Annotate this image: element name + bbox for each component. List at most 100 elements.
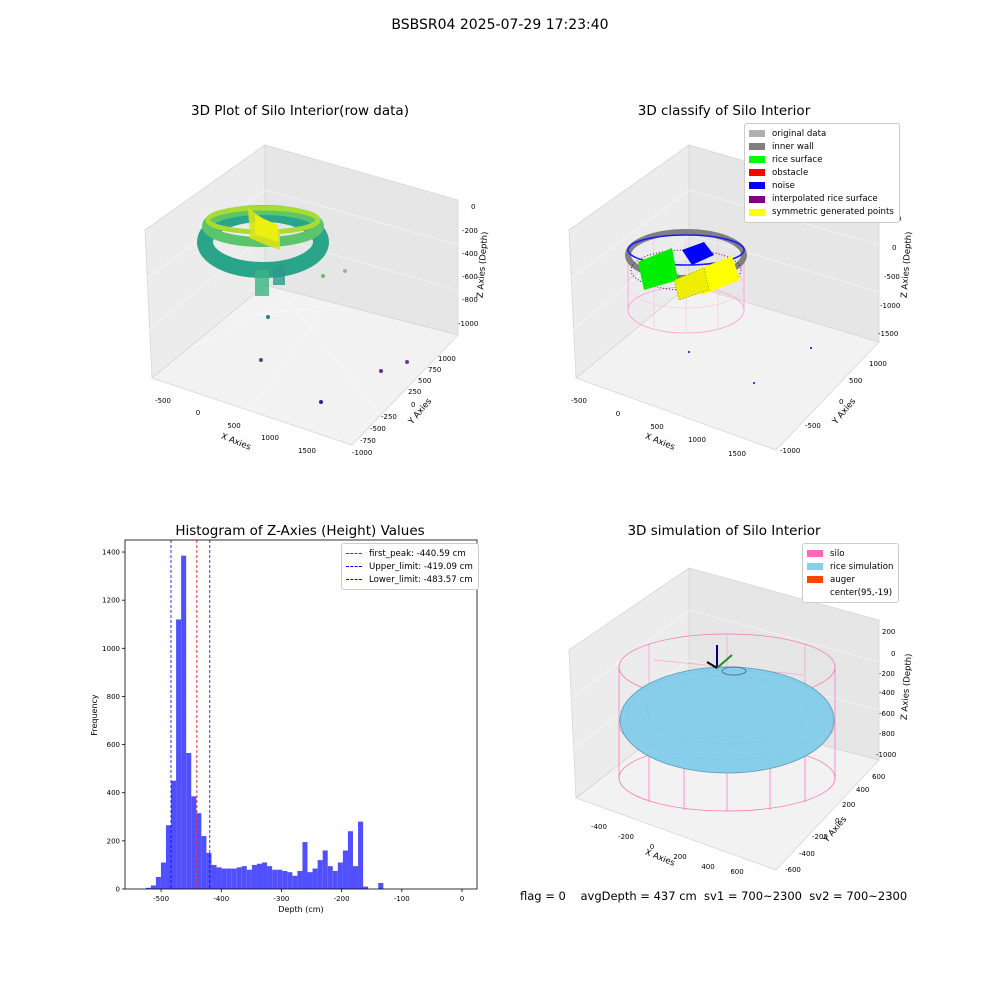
x-tick: 0: [650, 843, 654, 851]
x-tick: 1500: [728, 450, 746, 458]
y-tick: 200: [842, 801, 855, 809]
histogram-bar: [176, 619, 182, 889]
z-tick: 0: [892, 244, 896, 252]
z-tick: -1000: [876, 751, 896, 759]
histogram-bar: [246, 869, 252, 889]
histogram-bar: [358, 821, 364, 889]
y-tick: 500: [418, 377, 431, 385]
histogram-bar: [262, 862, 268, 889]
y-tick: 0: [839, 398, 843, 406]
x-tick: -200: [618, 833, 634, 841]
histogram-bar: [145, 887, 151, 889]
simulation-plot-title: 3D simulation of Silo Interior: [627, 523, 821, 539]
histogram-bar: [272, 869, 278, 889]
z-tick: -600: [879, 710, 895, 718]
histogram-legend: first_peak: -440.59 cm Upper_limit: -419…: [341, 543, 479, 591]
center-axes: [706, 645, 747, 676]
z-tick: -600: [462, 273, 478, 281]
raw-3d-plot: -500 0 500 1000 1500 X Axies -1000 -750 …: [144, 144, 490, 457]
y-tick: 600: [872, 773, 885, 781]
histogram-bar: [191, 796, 197, 889]
histogram-bar: [322, 850, 328, 889]
x-tick: 400: [701, 863, 714, 871]
legend-item-rice-surface: rice surface: [749, 153, 894, 166]
simulation-3d-plot: -400 -200 0 200 400 600 X Axies -600 -40…: [568, 567, 915, 876]
legend-item-upper-limit: Upper_limit: -419.09 cm: [346, 560, 473, 573]
legend-item-symmetric-generated-points: symmetric generated points: [749, 206, 894, 219]
z-tick: -200: [879, 670, 895, 678]
y-tick: 0: [411, 401, 415, 409]
y-tick: -750: [360, 437, 376, 445]
legend-swatch: [749, 208, 765, 216]
histogram-bars: [145, 555, 384, 889]
y-tick-label: 1000: [102, 645, 120, 653]
x-tick: 1500: [298, 447, 316, 455]
histogram-bar: [277, 869, 283, 889]
y-tick-label: 400: [107, 789, 120, 797]
z-tick: -1000: [458, 320, 478, 328]
y-tick: -400: [799, 850, 815, 858]
z-axis-label: Z Axies (Depth): [900, 231, 915, 298]
y-tick: -500: [805, 422, 821, 430]
histogram-bar: [256, 863, 263, 889]
y-tick: -1000: [780, 447, 800, 455]
x-tick: 0: [616, 410, 620, 418]
legend-line: [346, 579, 362, 581]
histogram-bar: [231, 868, 237, 889]
classify-plot-title: 3D classify of Silo Interior: [637, 103, 811, 119]
x-tick-label: -100: [394, 895, 410, 903]
z-tick: 200: [882, 628, 895, 636]
y-tick-label: 600: [107, 741, 120, 749]
y-tick: -250: [381, 413, 397, 421]
x-tick-label: -400: [213, 895, 229, 903]
legend-item-silo: silo: [807, 547, 893, 560]
histogram-bar: [206, 852, 212, 889]
histogram-bar: [327, 866, 333, 889]
legend-item-noise: noise: [749, 179, 894, 192]
legend-item-original-data: original data: [749, 127, 894, 140]
z-axis-label: Z Axies (Depth): [900, 653, 915, 720]
legend-swatch: [807, 589, 823, 596]
histogram-bar: [363, 886, 369, 889]
histogram-bar: [302, 842, 308, 889]
z-tick: -800: [879, 730, 895, 738]
histogram-bar: [171, 780, 177, 889]
y-tick: 0: [835, 817, 839, 825]
histogram-bar: [186, 753, 192, 889]
legend-swatch: [749, 195, 765, 203]
pane-gridlines: [144, 189, 459, 416]
x-tick-label: 0: [460, 895, 464, 903]
z-tick: -500: [884, 273, 900, 281]
y-axis-label: Frequency: [90, 694, 99, 736]
z-tick: -400: [879, 689, 895, 697]
z-tick: 0: [471, 203, 475, 211]
histogram-bar: [165, 825, 172, 889]
z-tick: -800: [462, 296, 478, 304]
legend-line: [346, 566, 362, 568]
y-tick-label: 200: [107, 837, 120, 845]
histogram-bar: [211, 864, 217, 889]
y-tick: 1000: [438, 355, 456, 363]
x-axis-label: Depth (cm): [278, 905, 323, 914]
x-tick-label: -300: [273, 895, 289, 903]
legend-item-center: center(95,-19): [807, 586, 893, 599]
histogram-bar: [196, 813, 202, 889]
histogram-title: Histogram of Z-Axies (Height) Values: [175, 523, 425, 539]
raw-outlier-points: [259, 269, 409, 404]
legend-swatch: [749, 182, 765, 190]
x-ticks: -500 -400 -300 -200 -100 0: [153, 889, 464, 903]
x-tick: 1000: [261, 434, 279, 442]
x-tick: -500: [571, 397, 587, 405]
histogram-bar: [332, 870, 338, 889]
y-tick: 1000: [869, 360, 887, 368]
legend-swatch: [749, 130, 765, 138]
x-tick: 200: [673, 853, 686, 861]
x-axis-label: X Axies: [643, 848, 676, 869]
legend-line: [346, 553, 362, 555]
x-tick: 500: [227, 422, 240, 430]
histogram-bar: [221, 868, 227, 889]
legend-item-lower-limit: Lower_limit: -483.57 cm: [346, 573, 473, 586]
histogram-bar: [251, 864, 257, 889]
x-tick: 0: [196, 409, 200, 417]
figure-title: BSBSR04 2025-07-29 17:23:40: [391, 17, 609, 33]
